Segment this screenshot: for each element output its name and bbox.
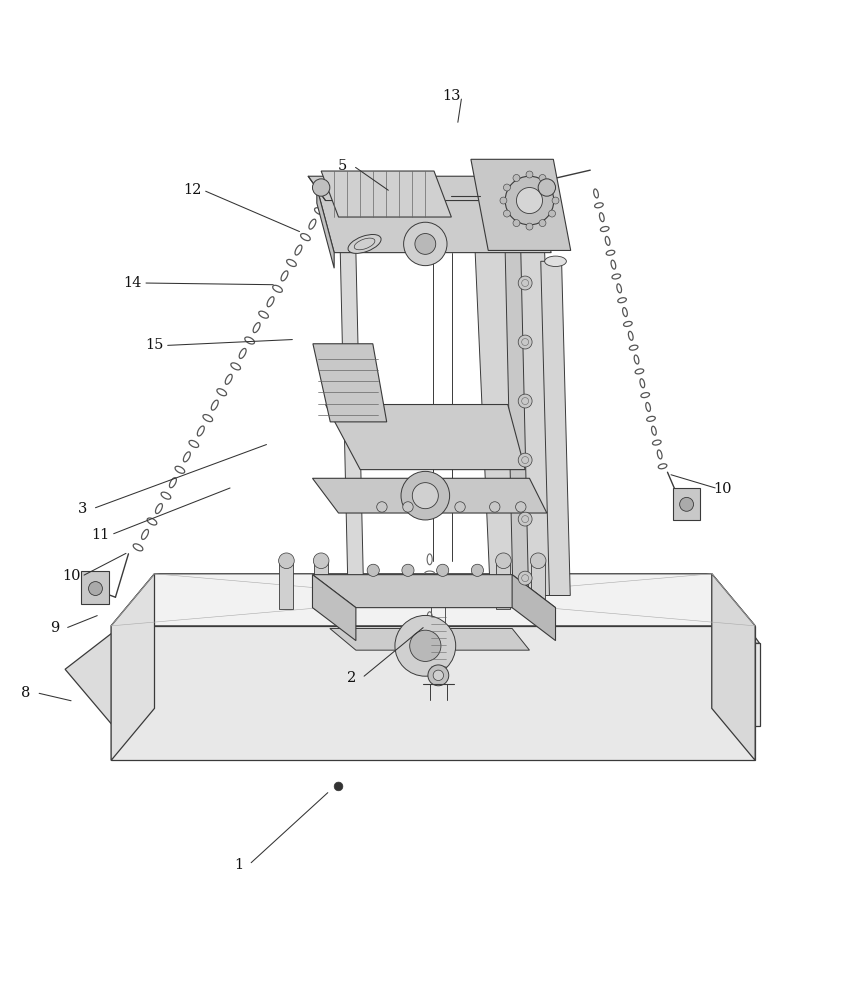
- Polygon shape: [312, 478, 547, 513]
- Circle shape: [549, 184, 556, 191]
- Circle shape: [437, 564, 449, 576]
- Polygon shape: [312, 575, 356, 641]
- Circle shape: [377, 502, 387, 512]
- Circle shape: [518, 217, 532, 231]
- Circle shape: [367, 564, 379, 576]
- Text: 2: 2: [347, 671, 356, 685]
- Circle shape: [526, 171, 533, 178]
- Text: 5: 5: [339, 159, 347, 173]
- Circle shape: [513, 175, 520, 181]
- Polygon shape: [339, 214, 364, 595]
- Circle shape: [433, 670, 444, 681]
- Circle shape: [415, 234, 436, 254]
- Circle shape: [89, 582, 102, 595]
- Circle shape: [518, 276, 532, 290]
- Polygon shape: [312, 575, 556, 608]
- Polygon shape: [496, 561, 510, 608]
- Polygon shape: [81, 571, 109, 604]
- Polygon shape: [504, 214, 529, 595]
- Polygon shape: [712, 574, 755, 760]
- Text: 8: 8: [22, 686, 30, 700]
- Circle shape: [404, 222, 447, 266]
- Polygon shape: [531, 561, 545, 608]
- Ellipse shape: [348, 234, 381, 253]
- Circle shape: [279, 553, 294, 569]
- Polygon shape: [330, 628, 529, 650]
- Circle shape: [412, 483, 438, 509]
- Circle shape: [549, 210, 556, 217]
- Circle shape: [513, 220, 520, 227]
- Polygon shape: [317, 188, 334, 268]
- Polygon shape: [113, 595, 760, 643]
- Circle shape: [538, 179, 556, 196]
- Circle shape: [403, 502, 413, 512]
- Circle shape: [496, 553, 511, 569]
- Text: 1: 1: [234, 858, 243, 872]
- Circle shape: [530, 553, 546, 569]
- Text: 10: 10: [713, 482, 732, 496]
- Text: 9: 9: [50, 621, 59, 635]
- Circle shape: [518, 571, 532, 585]
- Polygon shape: [111, 574, 155, 760]
- Polygon shape: [313, 344, 387, 422]
- Polygon shape: [512, 575, 556, 641]
- Circle shape: [518, 335, 532, 349]
- Circle shape: [516, 502, 526, 512]
- Circle shape: [455, 502, 465, 512]
- Polygon shape: [111, 574, 755, 626]
- Circle shape: [552, 197, 559, 204]
- Text: 15: 15: [145, 338, 164, 352]
- Text: 14: 14: [123, 276, 142, 290]
- Circle shape: [526, 223, 533, 230]
- Polygon shape: [321, 171, 451, 217]
- Circle shape: [410, 630, 441, 661]
- Text: 3: 3: [78, 502, 87, 516]
- Polygon shape: [541, 261, 570, 595]
- Circle shape: [518, 394, 532, 408]
- Text: 12: 12: [183, 183, 202, 197]
- Text: 11: 11: [91, 528, 110, 542]
- Circle shape: [395, 615, 456, 676]
- Polygon shape: [308, 176, 560, 201]
- Circle shape: [516, 188, 542, 214]
- Circle shape: [539, 220, 546, 227]
- Circle shape: [518, 453, 532, 467]
- Circle shape: [503, 184, 510, 191]
- Polygon shape: [673, 488, 700, 520]
- Circle shape: [680, 497, 694, 511]
- Polygon shape: [111, 626, 755, 760]
- Polygon shape: [279, 561, 293, 608]
- Circle shape: [500, 197, 507, 204]
- Circle shape: [503, 210, 510, 217]
- Polygon shape: [317, 188, 551, 253]
- Polygon shape: [65, 595, 161, 726]
- Polygon shape: [113, 643, 760, 726]
- Polygon shape: [470, 159, 570, 250]
- Polygon shape: [314, 561, 328, 608]
- Circle shape: [471, 564, 483, 576]
- Polygon shape: [326, 405, 525, 470]
- Text: 13: 13: [442, 89, 461, 103]
- Circle shape: [539, 175, 546, 181]
- Circle shape: [428, 665, 449, 686]
- Circle shape: [518, 512, 532, 526]
- Circle shape: [313, 553, 329, 569]
- Circle shape: [334, 782, 343, 791]
- Circle shape: [401, 471, 450, 520]
- Circle shape: [402, 564, 414, 576]
- Text: 10: 10: [62, 569, 81, 583]
- Ellipse shape: [545, 256, 566, 267]
- Circle shape: [505, 176, 554, 225]
- Polygon shape: [473, 205, 560, 595]
- Circle shape: [490, 502, 500, 512]
- Circle shape: [312, 179, 330, 196]
